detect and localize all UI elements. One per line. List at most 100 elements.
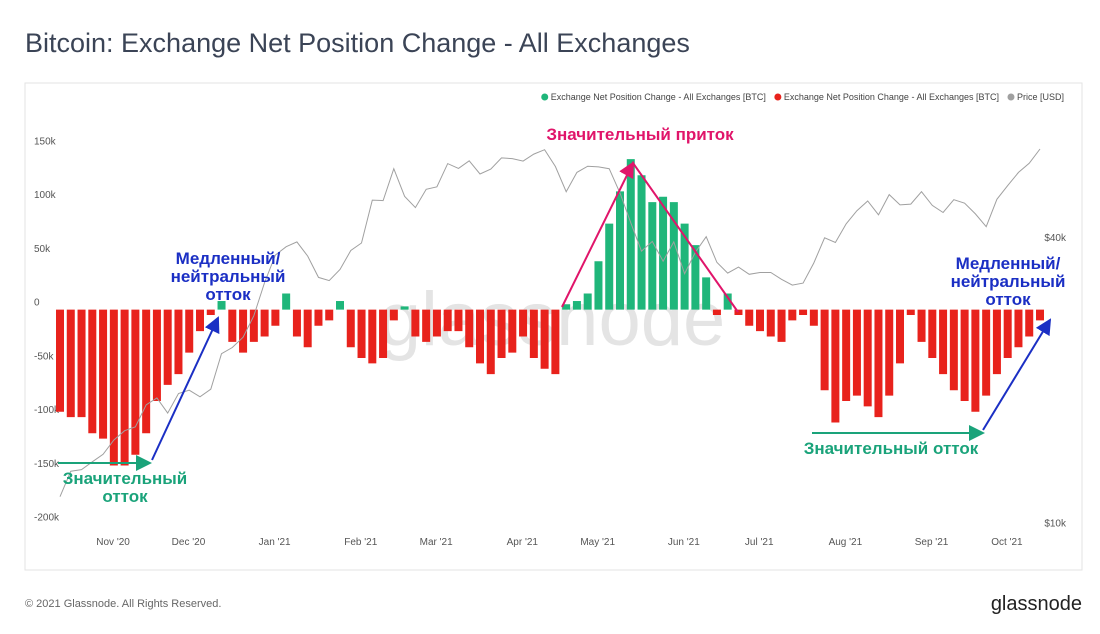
annotation: Значительный	[63, 469, 188, 488]
bar	[712, 309, 721, 315]
bar	[497, 309, 506, 358]
bar	[131, 309, 140, 455]
y-tick-label: 150k	[34, 136, 57, 147]
bar	[831, 309, 840, 423]
bar	[519, 309, 528, 337]
bar	[874, 309, 883, 418]
price-line	[59, 148, 1041, 497]
y-tick-label: -50k	[34, 351, 54, 362]
y-tick-label: -100k	[34, 405, 60, 416]
bar	[389, 309, 398, 321]
bar	[346, 309, 355, 348]
y-tick-label: 0	[34, 298, 40, 309]
bar	[960, 309, 969, 401]
x-tick-label: Jun '21	[668, 537, 700, 548]
bar	[357, 309, 366, 358]
bar	[917, 309, 926, 342]
bar	[842, 309, 851, 401]
legend-label: Exchange Net Position Change - All Excha…	[784, 92, 999, 102]
bar	[368, 309, 377, 364]
x-tick-label: Feb '21	[344, 537, 377, 548]
bar	[669, 202, 678, 310]
bar	[196, 309, 204, 332]
bar	[928, 309, 937, 358]
bar	[992, 309, 1001, 375]
bar	[508, 309, 517, 353]
bar	[486, 309, 495, 375]
bar	[885, 309, 894, 396]
legend-label: Price [USD]	[1017, 92, 1064, 102]
bar	[411, 309, 420, 337]
annotation: отток	[102, 487, 148, 506]
legend-swatch	[774, 93, 782, 101]
bar	[185, 309, 194, 353]
bar	[1003, 309, 1012, 358]
bar	[454, 309, 463, 332]
plot: 150k 100k 50k 0 -50k -100k -150k -200k $40k $10k N…	[34, 136, 1067, 548]
bar	[314, 309, 323, 326]
bar	[476, 309, 484, 364]
bar	[239, 309, 248, 353]
bar	[648, 202, 657, 310]
bar	[443, 309, 452, 332]
x-tick-label: Jul '21	[745, 537, 774, 548]
bar	[529, 309, 538, 358]
bar	[77, 309, 86, 418]
y2-tick-label: $10k	[1044, 519, 1067, 530]
x-tick-label: Oct '21	[991, 537, 1023, 548]
logo: glassnode	[991, 593, 1082, 615]
bar	[594, 261, 603, 310]
bar	[583, 293, 592, 310]
bar	[379, 309, 388, 358]
bar	[572, 301, 581, 310]
bar	[66, 309, 75, 418]
bar	[777, 309, 786, 342]
annotation: Медленный/	[176, 249, 281, 268]
bar	[292, 309, 301, 337]
annotation: Значительный приток	[546, 125, 734, 144]
legend-label: Exchange Net Position Change - All Excha…	[551, 92, 766, 102]
legend-swatch	[541, 93, 549, 101]
bar	[809, 309, 818, 326]
bar	[163, 309, 172, 385]
y-tick-label: 100k	[34, 190, 57, 201]
bar	[702, 277, 711, 310]
bar	[465, 309, 474, 348]
bar	[756, 309, 764, 332]
bar	[174, 309, 183, 375]
annotation: Медленный/	[956, 254, 1061, 273]
annotation-layer: Значительный приток Медленный/ нейтральн…	[58, 125, 1065, 506]
bar	[896, 309, 904, 364]
bar	[303, 309, 312, 348]
bar	[260, 309, 269, 337]
x-tick-label: May '21	[580, 537, 615, 548]
bar	[228, 309, 237, 342]
arrow	[982, 318, 1052, 431]
bar	[120, 309, 129, 466]
bar	[852, 309, 861, 396]
y-tick-label: -150k	[34, 459, 60, 470]
bar	[820, 309, 829, 391]
bar	[1014, 309, 1023, 348]
bar	[949, 309, 958, 391]
bar	[142, 309, 151, 434]
annotation: нейтральный	[171, 267, 286, 286]
bar	[616, 191, 624, 310]
bar	[680, 223, 689, 310]
x-tick-label: Sep '21	[915, 537, 949, 548]
y-tick-label: 50k	[34, 244, 51, 255]
x-tick-label: Mar '21	[420, 537, 453, 548]
y2-tick-label: $40k	[1044, 233, 1067, 244]
bar	[863, 309, 872, 407]
bar	[271, 309, 280, 326]
bar	[637, 175, 646, 310]
bar	[766, 309, 775, 337]
bar	[206, 309, 215, 315]
x-tick-label: Nov '20	[96, 537, 130, 548]
legend: Price [USD] Exchange Net Position Change …	[541, 92, 1064, 102]
x-tick-label: Aug '21	[829, 537, 863, 548]
annotation: нейтральный	[951, 272, 1066, 291]
bar	[788, 309, 797, 321]
annotation: отток	[205, 285, 251, 304]
